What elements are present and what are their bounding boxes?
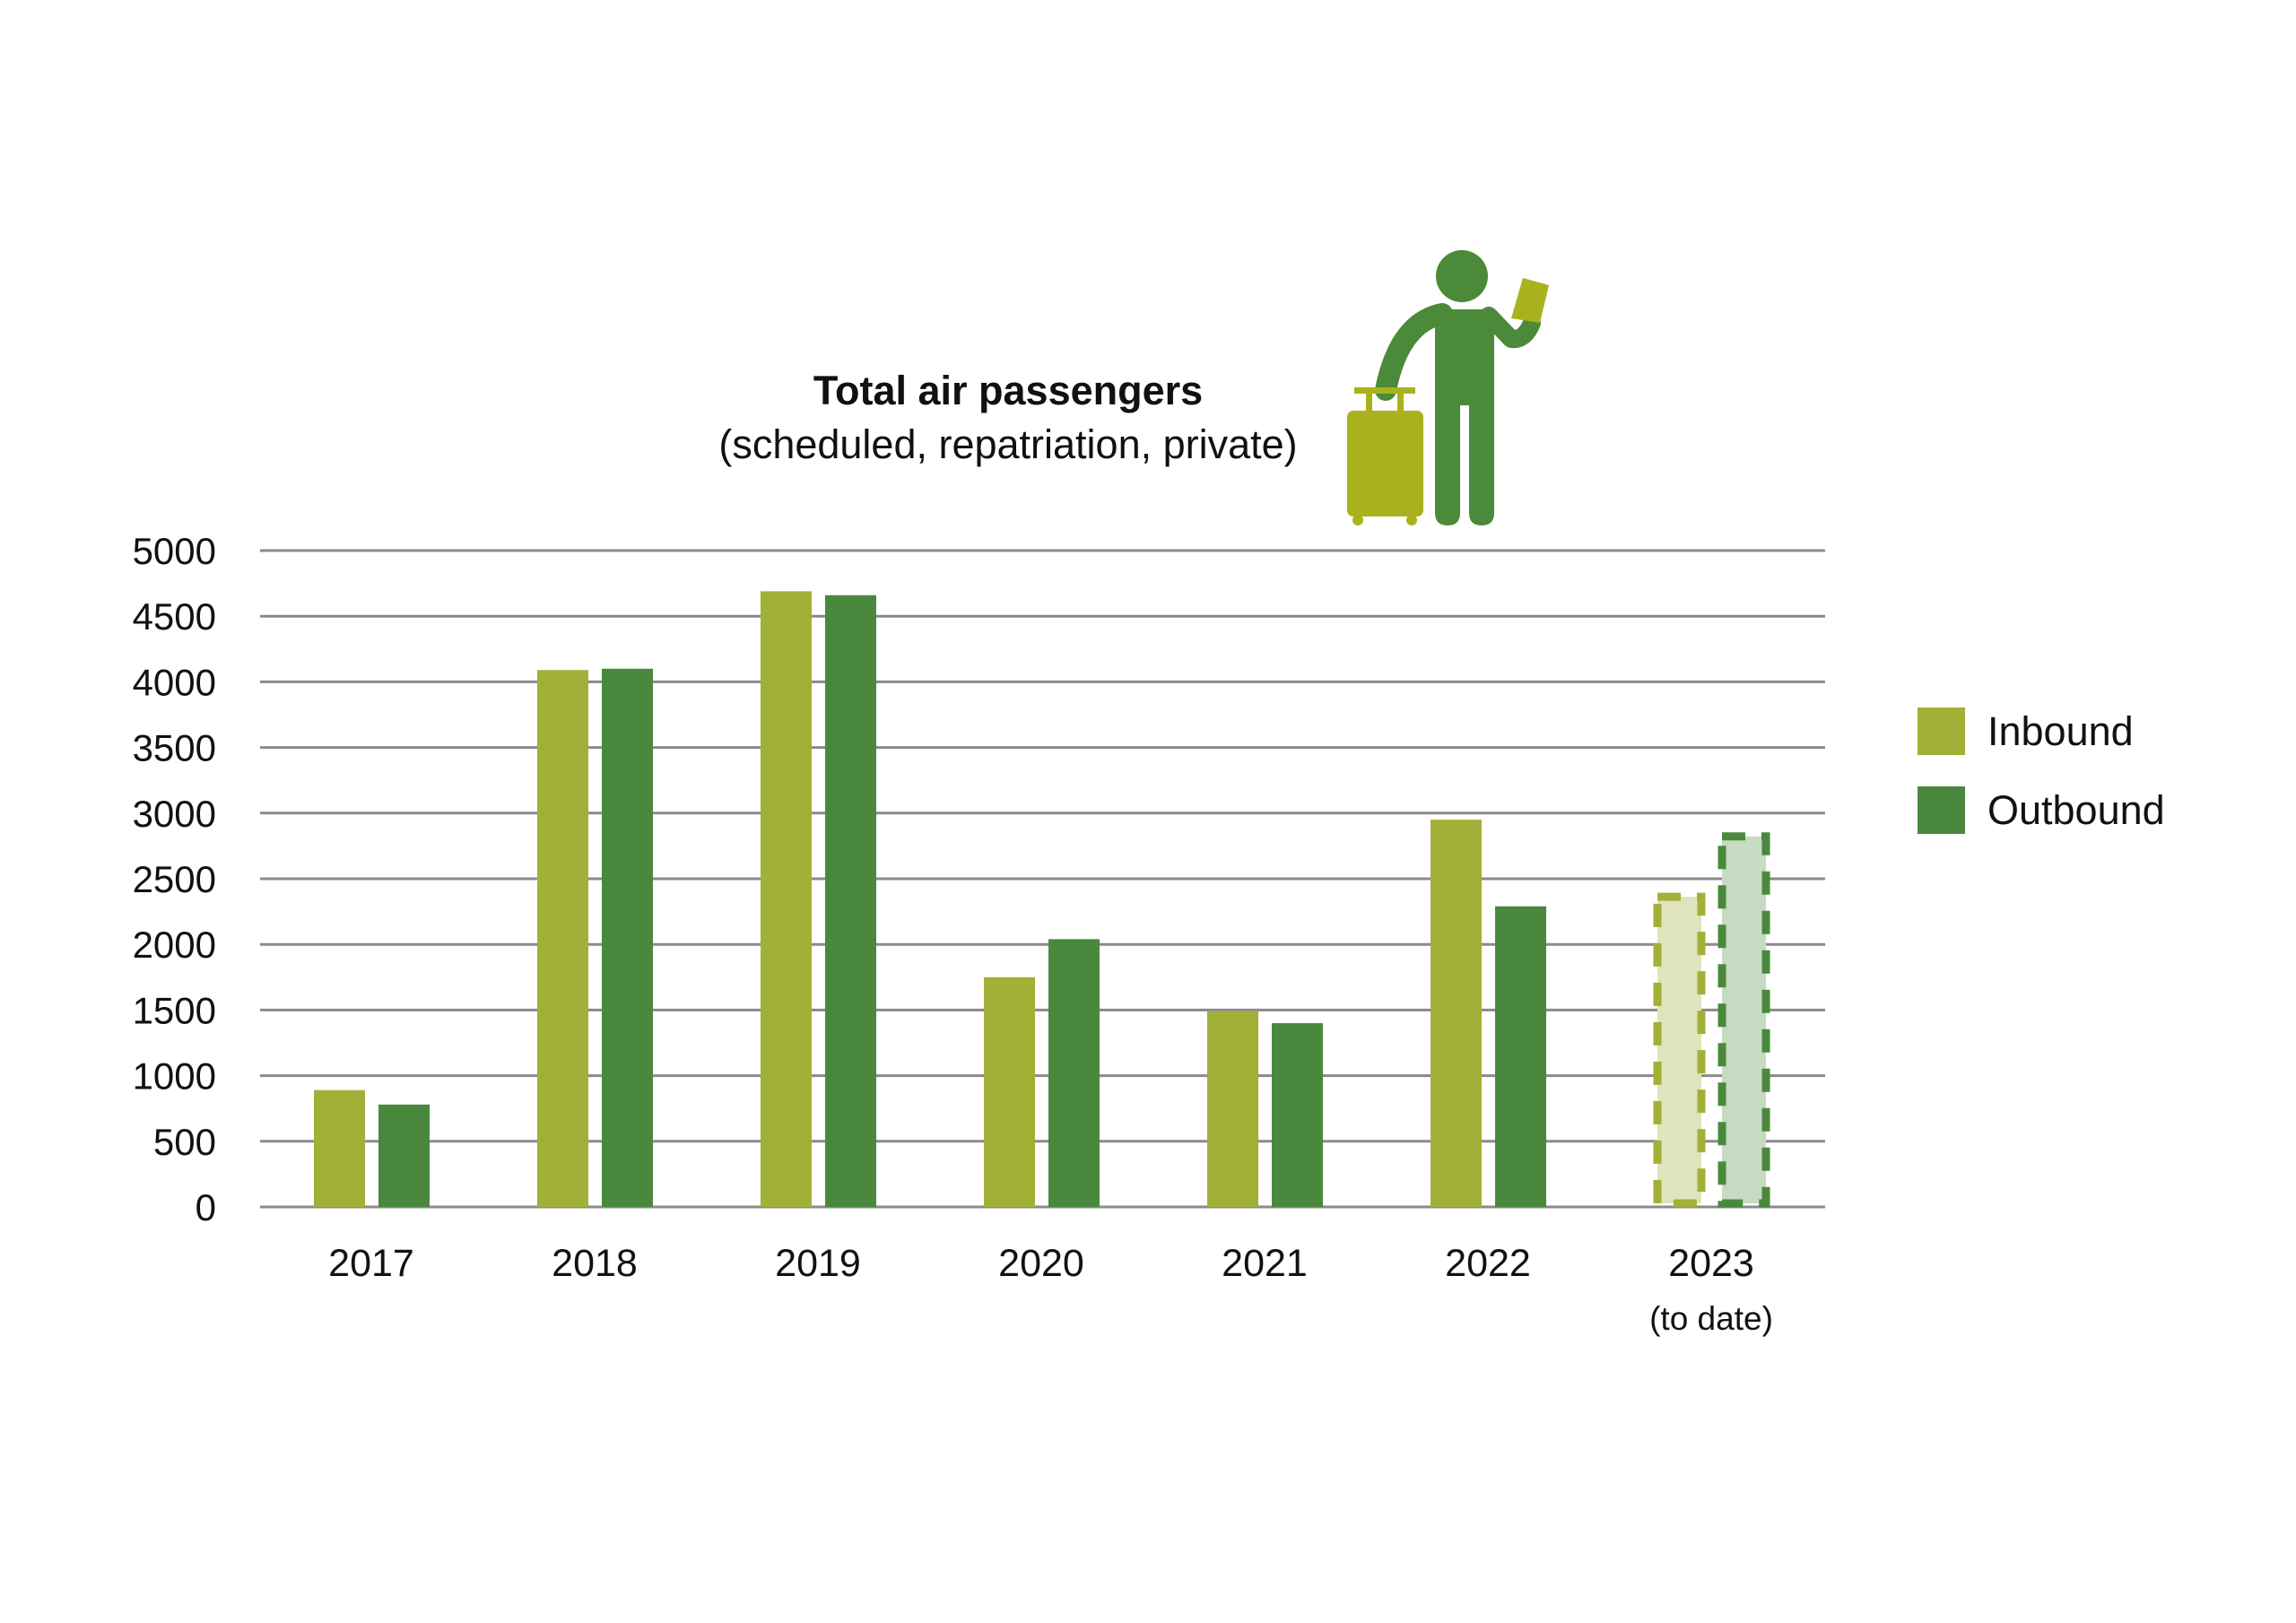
y-tick-label: 5000 (133, 530, 216, 572)
bar-outbound-2022 (1495, 906, 1546, 1207)
bar-outbound-2017 (378, 1104, 430, 1207)
bar-inbound-2019 (761, 591, 812, 1207)
y-tick-label: 500 (153, 1121, 216, 1163)
legend-swatch-inbound (1918, 707, 1965, 755)
bar-inbound-2018 (537, 670, 588, 1207)
x-tick-label: 2017 (328, 1242, 414, 1285)
bar-outbound-2021 (1272, 1023, 1323, 1207)
y-tick-label: 4000 (133, 661, 216, 703)
legend-item-outbound: Outbound (1918, 786, 2165, 834)
legend-label: Inbound (1987, 707, 2134, 754)
bar-inbound-2020 (984, 976, 1035, 1207)
x-tick-label: 2018 (552, 1242, 638, 1285)
bar-outbound-2019 (825, 595, 876, 1207)
y-tick-label: 1000 (133, 1055, 216, 1098)
x-tick-label: 2023 (1668, 1242, 1754, 1285)
legend-swatch-outbound (1918, 786, 1965, 834)
y-tick-label: 3000 (133, 793, 216, 835)
x-tick-label: 2022 (1445, 1242, 1531, 1285)
x-tick-label: 2019 (775, 1242, 861, 1285)
bar-inbound-2021 (1207, 1011, 1258, 1207)
y-tick-label: 0 (196, 1186, 216, 1228)
y-tick-label: 1500 (133, 989, 216, 1031)
bar-outbound-2023 (1718, 832, 1770, 1208)
y-tick-label: 2500 (133, 858, 216, 900)
legend-label: Outbound (1987, 786, 2165, 833)
bar-inbound-2023 (1653, 892, 1706, 1208)
legend-item-inbound: Inbound (1918, 707, 2134, 755)
x-tick-label: 2021 (1222, 1242, 1308, 1285)
bar-inbound-2017 (314, 1089, 365, 1207)
bar-outbound-2020 (1048, 939, 1100, 1207)
traveler-with-suitcase-icon (1347, 250, 1549, 525)
bar-inbound-2022 (1431, 820, 1482, 1207)
chart-title: Total air passengers (813, 368, 1204, 413)
bar-outbound-2018 (602, 668, 653, 1207)
y-tick-label: 4500 (133, 595, 216, 638)
chart-subtitle: (scheduled, repatriation, private) (718, 421, 1298, 467)
x-tick-note: (to date) (1649, 1300, 1773, 1337)
x-tick-label: 2020 (998, 1242, 1084, 1285)
y-tick-label: 3500 (133, 727, 216, 769)
y-tick-label: 2000 (133, 924, 216, 966)
